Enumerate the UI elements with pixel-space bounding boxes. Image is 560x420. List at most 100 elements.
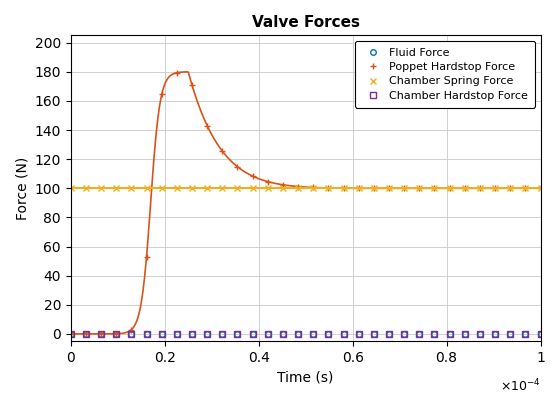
Chamber Spring Force	[477, 186, 483, 191]
Chamber Hardstop Force	[386, 331, 393, 336]
Poppet Hardstop Force	[446, 186, 453, 191]
Fluid Force	[204, 331, 211, 336]
Fluid Force	[128, 331, 135, 336]
Chamber Spring Force	[204, 186, 211, 191]
Chamber Hardstop Force	[461, 331, 468, 336]
Chamber Spring Force	[174, 186, 180, 191]
Fluid Force	[158, 331, 165, 336]
X-axis label: Time (s): Time (s)	[278, 370, 334, 384]
Chamber Hardstop Force	[204, 331, 211, 336]
Chamber Hardstop Force	[264, 331, 271, 336]
Chamber Hardstop Force	[537, 331, 544, 336]
Chamber Hardstop Force	[113, 331, 120, 336]
Poppet Hardstop Force	[416, 186, 423, 191]
Chamber Spring Force	[356, 186, 362, 191]
Poppet Hardstop Force	[507, 186, 514, 191]
Fluid Force	[325, 331, 332, 336]
Poppet Hardstop Force	[492, 186, 498, 191]
Title: Valve Forces: Valve Forces	[251, 15, 360, 30]
Chamber Hardstop Force	[340, 331, 347, 336]
Poppet Hardstop Force	[189, 83, 195, 88]
Chamber Hardstop Force	[234, 331, 241, 336]
Fluid Force	[386, 331, 393, 336]
Fluid Force	[416, 331, 423, 336]
Chamber Hardstop Force	[128, 331, 135, 336]
Poppet Hardstop Force	[371, 186, 377, 191]
Chamber Spring Force	[492, 186, 498, 191]
Poppet Hardstop Force	[128, 327, 135, 332]
Fluid Force	[401, 331, 408, 336]
Fluid Force	[477, 331, 483, 336]
Chamber Hardstop Force	[279, 331, 286, 336]
Fluid Force	[461, 331, 468, 336]
Poppet Hardstop Force	[279, 182, 286, 187]
Fluid Force	[234, 331, 241, 336]
Poppet Hardstop Force	[219, 149, 226, 154]
Poppet Hardstop Force	[67, 331, 74, 336]
Chamber Hardstop Force	[249, 331, 256, 336]
Poppet Hardstop Force	[158, 92, 165, 97]
Fluid Force	[356, 331, 362, 336]
Chamber Hardstop Force	[507, 331, 514, 336]
Poppet Hardstop Force	[204, 123, 211, 128]
Poppet Hardstop Force	[386, 186, 393, 191]
Chamber Hardstop Force	[219, 331, 226, 336]
Fluid Force	[174, 331, 180, 336]
Text: $\times10^{-4}$: $\times10^{-4}$	[500, 378, 540, 394]
Fluid Force	[446, 331, 453, 336]
Chamber Spring Force	[143, 186, 150, 191]
Chamber Spring Force	[446, 186, 453, 191]
Chamber Spring Force	[189, 186, 195, 191]
Fluid Force	[340, 331, 347, 336]
Poppet Hardstop Force	[143, 254, 150, 259]
Fluid Force	[537, 331, 544, 336]
Chamber Spring Force	[98, 186, 105, 191]
Chamber Hardstop Force	[431, 331, 438, 336]
Chamber Spring Force	[234, 186, 241, 191]
Chamber Hardstop Force	[416, 331, 423, 336]
Poppet Hardstop Force	[340, 186, 347, 191]
Y-axis label: Force (N): Force (N)	[15, 157, 29, 220]
Poppet Hardstop Force	[234, 164, 241, 169]
Fluid Force	[98, 331, 105, 336]
Line: Chamber Spring Force: Chamber Spring Force	[67, 185, 544, 192]
Fluid Force	[371, 331, 377, 336]
Chamber Hardstop Force	[446, 331, 453, 336]
Chamber Spring Force	[401, 186, 408, 191]
Chamber Spring Force	[340, 186, 347, 191]
Fluid Force	[507, 331, 514, 336]
Chamber Spring Force	[507, 186, 514, 191]
Chamber Spring Force	[128, 186, 135, 191]
Poppet Hardstop Force	[249, 173, 256, 178]
Fluid Force	[219, 331, 226, 336]
Chamber Hardstop Force	[82, 331, 89, 336]
Line: Chamber Hardstop Force: Chamber Hardstop Force	[67, 331, 544, 337]
Poppet Hardstop Force	[174, 70, 180, 75]
Fluid Force	[249, 331, 256, 336]
Poppet Hardstop Force	[264, 179, 271, 184]
Line: Poppet Hardstop Force: Poppet Hardstop Force	[67, 69, 544, 337]
Chamber Hardstop Force	[98, 331, 105, 336]
Chamber Hardstop Force	[477, 331, 483, 336]
Poppet Hardstop Force	[113, 331, 120, 336]
Poppet Hardstop Force	[522, 186, 529, 191]
Poppet Hardstop Force	[325, 186, 332, 191]
Chamber Spring Force	[82, 186, 89, 191]
Chamber Spring Force	[461, 186, 468, 191]
Chamber Spring Force	[279, 186, 286, 191]
Poppet Hardstop Force	[401, 186, 408, 191]
Poppet Hardstop Force	[295, 184, 301, 189]
Chamber Hardstop Force	[492, 331, 498, 336]
Line: Fluid Force: Fluid Force	[68, 331, 543, 337]
Chamber Hardstop Force	[158, 331, 165, 336]
Poppet Hardstop Force	[537, 186, 544, 191]
Poppet Hardstop Force	[82, 331, 89, 336]
Chamber Hardstop Force	[356, 331, 362, 336]
Poppet Hardstop Force	[477, 186, 483, 191]
Fluid Force	[310, 331, 316, 336]
Chamber Spring Force	[113, 186, 120, 191]
Fluid Force	[431, 331, 438, 336]
Fluid Force	[189, 331, 195, 336]
Chamber Hardstop Force	[174, 331, 180, 336]
Fluid Force	[67, 331, 74, 336]
